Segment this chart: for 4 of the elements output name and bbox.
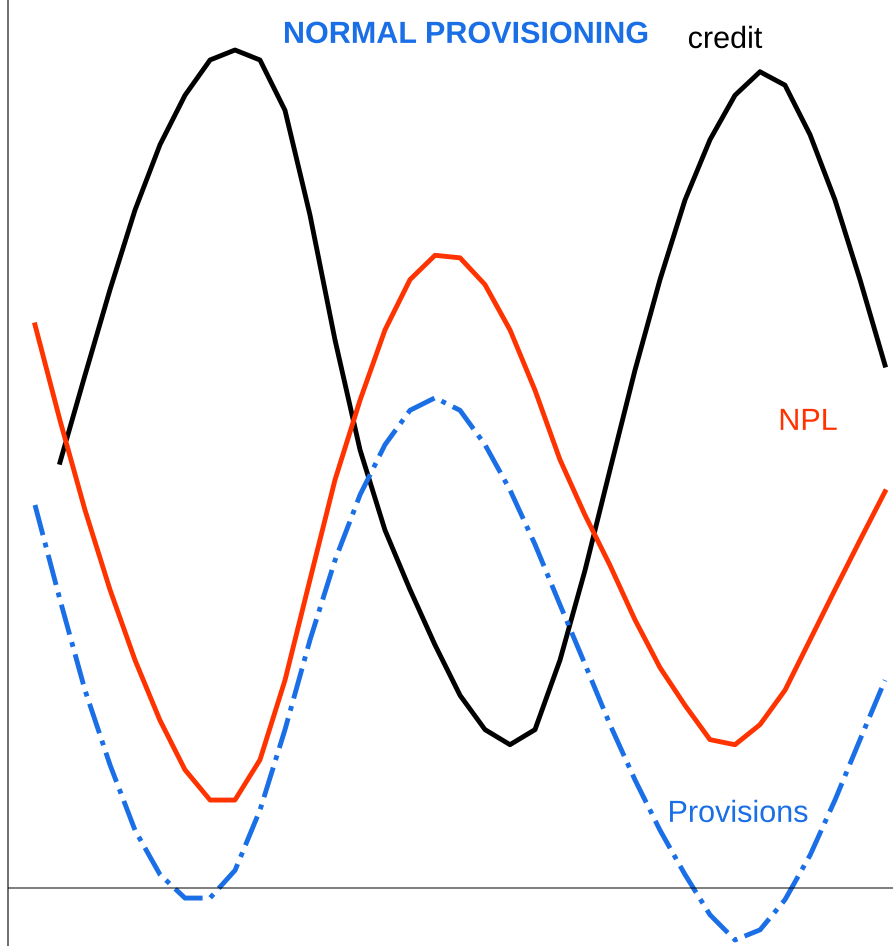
text: NPL <box>780 408 837 430</box>
chart-title: NORMAL PROVISIONING <box>284 22 648 44</box>
series-label: Provisions <box>670 800 808 822</box>
series-label: credit <box>688 26 762 48</box>
